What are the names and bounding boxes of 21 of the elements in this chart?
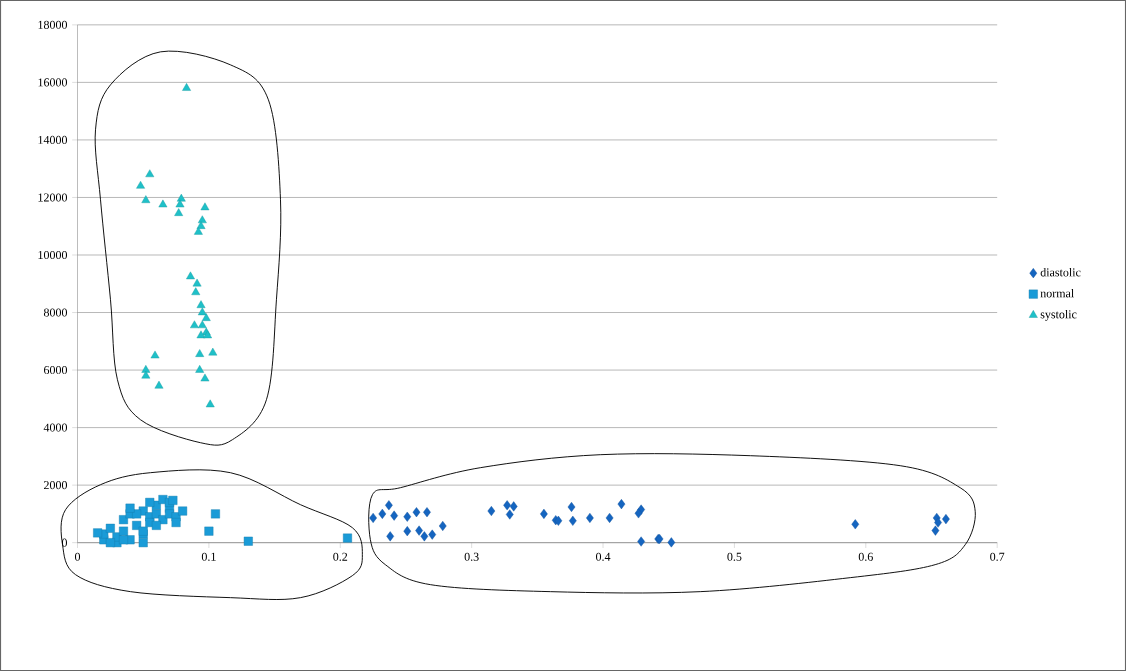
x-tick-label: 0.4 bbox=[596, 552, 611, 561]
y-tick-label: 14000 bbox=[38, 135, 68, 144]
x-tick-label: 0.3 bbox=[464, 552, 479, 561]
x-tick-label: 0.6 bbox=[858, 552, 873, 561]
legend-label: normal bbox=[1040, 288, 1074, 298]
x-tick-label: 0.5 bbox=[727, 552, 742, 561]
y-tick-label: 12000 bbox=[38, 193, 68, 202]
x-tick-label: 0.7 bbox=[990, 552, 1005, 561]
y-tick-label: 10000 bbox=[38, 250, 68, 259]
x-tick-label: 0.2 bbox=[333, 552, 348, 561]
y-tick-label: 4000 bbox=[43, 423, 68, 432]
legend-label: diastolic bbox=[1040, 267, 1081, 277]
y-tick-label: 8000 bbox=[43, 308, 68, 317]
y-tick-label: 2000 bbox=[44, 481, 68, 490]
y-tick-label: 6000 bbox=[44, 365, 68, 375]
y-tick-label: 0 bbox=[61, 538, 68, 547]
y-tick-label: 16000 bbox=[38, 78, 68, 87]
y-tick-label: 18000 bbox=[38, 20, 68, 29]
x-tick-label: 0 bbox=[74, 552, 81, 561]
x-tick-label: 0.1 bbox=[201, 552, 216, 561]
legend-label: systolic bbox=[1040, 309, 1077, 321]
